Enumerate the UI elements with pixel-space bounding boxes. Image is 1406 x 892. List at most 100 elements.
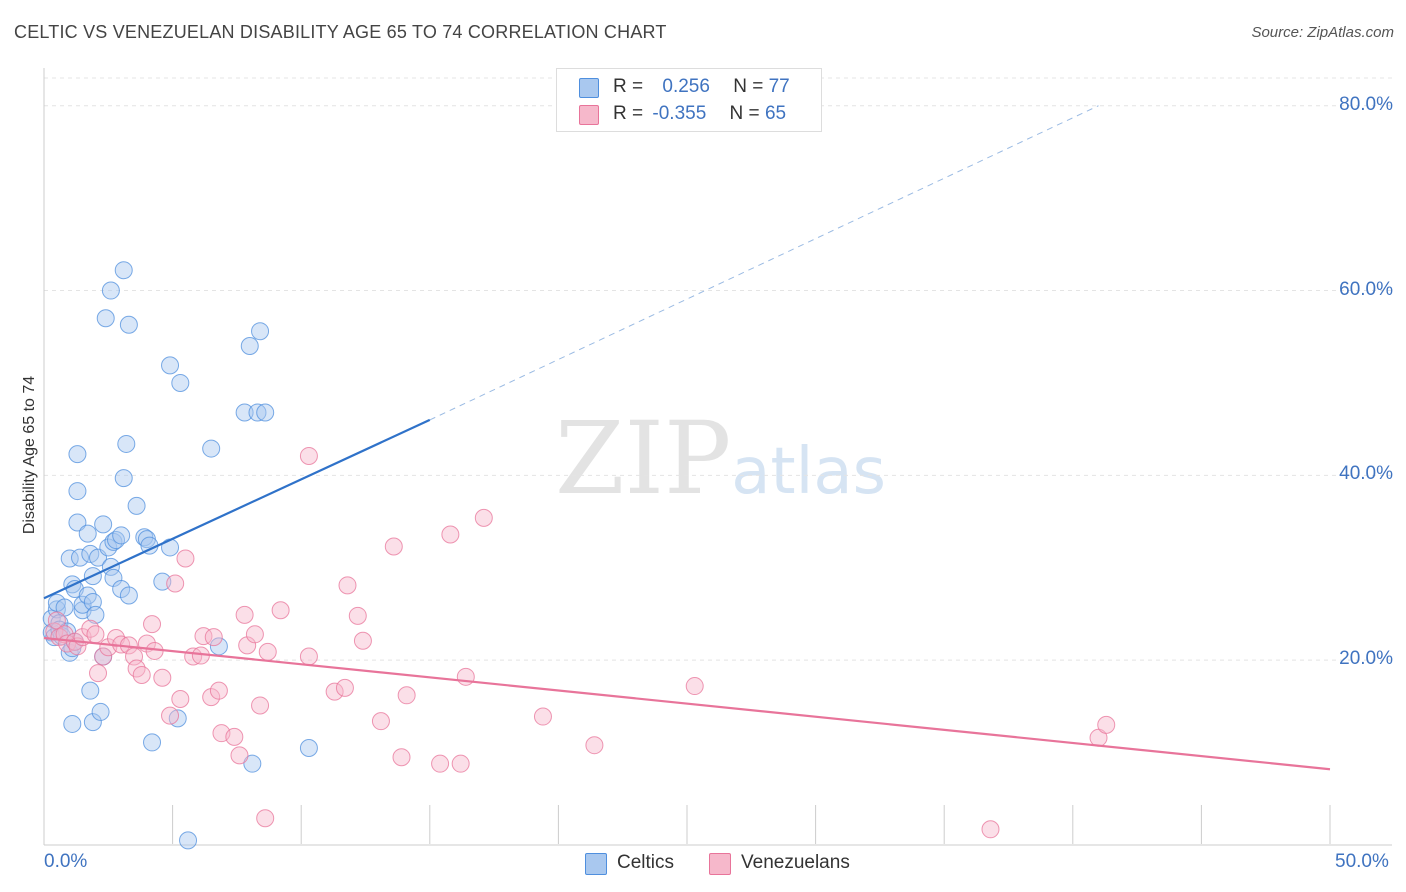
celtics-point bbox=[127, 496, 146, 515]
venezuelans-point bbox=[981, 820, 1000, 839]
celtics-point bbox=[171, 373, 190, 392]
celtics-point bbox=[114, 469, 133, 488]
venezuelans-point bbox=[132, 665, 151, 684]
celtics-point bbox=[60, 549, 79, 568]
y-tick-label: 40.0% bbox=[1339, 463, 1393, 485]
venezuelans-point bbox=[230, 746, 249, 765]
y-tick-label: 20.0% bbox=[1339, 648, 1393, 670]
celtics-point bbox=[179, 831, 198, 850]
venezuelans-point bbox=[245, 625, 264, 644]
legend-swatch-venezuelans bbox=[709, 853, 731, 875]
celtics-point bbox=[202, 439, 221, 458]
celtics-point bbox=[68, 482, 87, 501]
legend-label-venezuelans: Venezuelans bbox=[741, 852, 850, 873]
venezuelans-point bbox=[209, 681, 228, 700]
celtics-point bbox=[101, 281, 120, 300]
venezuelans-point bbox=[441, 525, 460, 544]
celtics-point bbox=[243, 754, 262, 773]
venezuelans-trend-line bbox=[43, 636, 1331, 771]
x-tick-label-max: 50.0% bbox=[1335, 851, 1389, 872]
venezuelans-point bbox=[176, 549, 195, 568]
legend-swatch-celtics bbox=[585, 853, 607, 875]
celtics-point bbox=[104, 532, 123, 551]
venezuelans-point bbox=[235, 605, 254, 624]
watermark-zip: ZIP bbox=[555, 400, 732, 517]
celtics-point bbox=[119, 315, 138, 334]
celtics-point bbox=[112, 526, 131, 545]
venezuelans-point bbox=[256, 809, 275, 828]
y-tick-label: 60.0% bbox=[1339, 278, 1393, 300]
celtics-point bbox=[68, 445, 87, 464]
celtics-point bbox=[235, 403, 254, 422]
venezuelans-point bbox=[397, 686, 416, 705]
venezuelans-point bbox=[171, 689, 190, 708]
celtics-point bbox=[143, 733, 162, 752]
venezuelans-point bbox=[271, 601, 290, 620]
venezuelans-point bbox=[94, 647, 113, 666]
venezuelans-point bbox=[299, 446, 318, 465]
venezuelans-point bbox=[81, 619, 100, 638]
venezuelans-point bbox=[474, 508, 493, 527]
legend-swatch-celtics bbox=[579, 78, 599, 98]
r-label: R = bbox=[613, 76, 644, 97]
venezuelans-point bbox=[166, 574, 185, 593]
n-label: N = bbox=[733, 76, 764, 97]
venezuelans-point bbox=[86, 625, 105, 644]
celtics-point bbox=[256, 403, 275, 422]
stats-legend: R = 0.256 N = 77 R = -0.355 N = 65 bbox=[556, 68, 822, 132]
y-tick-label: 80.0% bbox=[1339, 93, 1393, 115]
x-tick-label-min: 0.0% bbox=[44, 851, 88, 872]
celtics-point bbox=[94, 515, 113, 534]
venezuelans-point bbox=[533, 707, 552, 726]
celtics-point bbox=[119, 586, 138, 605]
venezuelans-point bbox=[348, 606, 367, 625]
venezuelans-point bbox=[353, 631, 372, 650]
venezuelans-point bbox=[685, 677, 704, 696]
venezuelans-point bbox=[258, 642, 277, 661]
celtics-point bbox=[71, 548, 90, 567]
venezuelans-point bbox=[194, 627, 213, 646]
venezuelans-point bbox=[451, 754, 470, 773]
axes bbox=[43, 68, 1392, 846]
celtics-trend-line bbox=[43, 418, 431, 600]
watermark: ZIPatlas bbox=[555, 400, 886, 517]
celtics-point bbox=[117, 434, 136, 453]
source-label: Source: ZipAtlas.com bbox=[1251, 24, 1394, 41]
venezuelans-point bbox=[202, 688, 221, 707]
celtics-point bbox=[299, 738, 318, 757]
series-legend: Celtics Venezuelans bbox=[0, 852, 1406, 878]
chart-title: CELTIC VS VENEZUELAN DISABILITY AGE 65 T… bbox=[14, 22, 667, 42]
celtics-point bbox=[114, 261, 133, 280]
celtics-trend-extension bbox=[429, 105, 1099, 421]
venezuelans-point bbox=[371, 712, 390, 731]
celtics-point bbox=[73, 595, 92, 614]
celtics-point bbox=[91, 702, 110, 721]
y-axis-label: Disability Age 65 to 74 bbox=[21, 375, 38, 535]
venezuelans-point bbox=[585, 736, 604, 755]
watermark-atlas: atlas bbox=[731, 435, 886, 509]
legend-label-celtics: Celtics bbox=[617, 852, 675, 873]
venezuelans-point bbox=[338, 576, 357, 595]
venezuelans-point bbox=[335, 678, 354, 697]
venezuelans-point bbox=[89, 664, 108, 683]
celtics-point bbox=[248, 403, 267, 422]
r-value: -0.355 bbox=[652, 103, 707, 124]
r-label: R = bbox=[613, 103, 644, 124]
celtics-point bbox=[78, 524, 97, 543]
n-value: 77 bbox=[768, 76, 790, 97]
venezuelans-point bbox=[325, 682, 344, 701]
celtics-point bbox=[83, 713, 102, 732]
venezuelans-point bbox=[251, 696, 270, 715]
celtics-point bbox=[112, 580, 131, 599]
venezuelans-point bbox=[161, 706, 180, 725]
celtics-point bbox=[63, 714, 82, 733]
celtics-point bbox=[161, 538, 180, 557]
celtics-point bbox=[99, 538, 118, 557]
celtics-point bbox=[96, 309, 115, 328]
venezuelans-point bbox=[153, 668, 172, 687]
trend-lines bbox=[43, 105, 1331, 771]
celtics-point bbox=[251, 322, 270, 341]
celtics-point bbox=[81, 681, 100, 700]
venezuelans-point bbox=[431, 754, 450, 773]
